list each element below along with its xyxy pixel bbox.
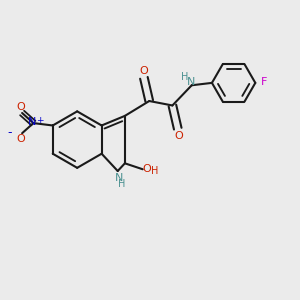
Text: O: O [174,131,183,141]
Text: H: H [181,72,188,82]
Text: N: N [115,173,123,183]
Text: +: + [36,116,43,124]
Text: H: H [118,179,125,189]
Text: O: O [16,134,25,144]
Text: N: N [187,77,195,87]
Text: -: - [8,126,12,139]
Text: O: O [142,164,151,174]
Text: F: F [261,77,267,87]
Text: O: O [139,66,148,76]
Text: N: N [28,117,36,127]
Text: O: O [16,102,25,112]
Text: H: H [151,166,158,176]
